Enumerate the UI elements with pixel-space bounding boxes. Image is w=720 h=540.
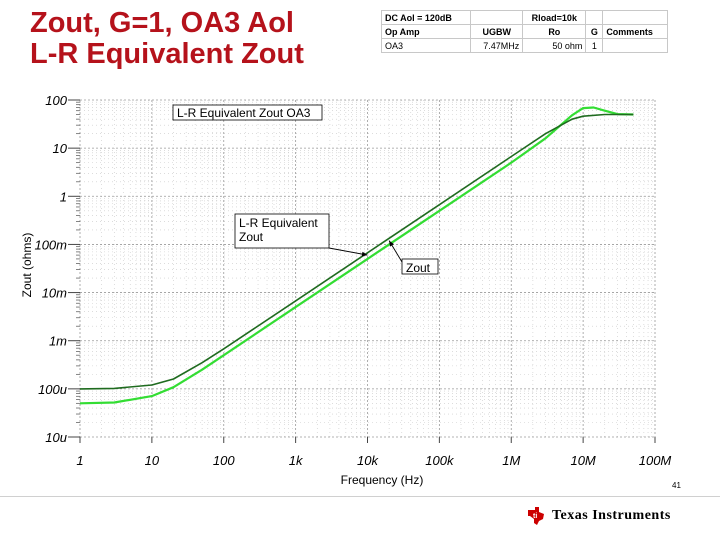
chart-title-box: L-R Equivalent Zout OA3 <box>172 104 323 121</box>
x-tick-label: 10k <box>357 453 379 468</box>
x-tick-label: 1 <box>76 453 83 468</box>
chart-title: L-R Equivalent Zout OA3 <box>177 106 311 120</box>
slide-title: Zout, G=1, OA3 Aol L-R Equivalent Zout <box>30 8 360 70</box>
annotation-text: Zout <box>239 230 264 244</box>
y-tick-label: 10m <box>42 286 67 301</box>
y-tick-label: 100u <box>38 382 67 397</box>
x-tick-label: 100 <box>213 453 235 468</box>
axis-layer: 1 10 100 1k 10k 100k 1M 10M 100M 100 10 1 100m 10m 1m 1… <box>34 93 671 468</box>
y-tick-label: 100 <box>45 93 67 108</box>
x-tick-label: 1M <box>502 453 520 468</box>
zout-chart: 1 10 100 1k 10k 100k 1M 10M 100M 100 10 1 100m 10m 1m 1… <box>20 93 671 487</box>
y-tick-label: 1m <box>49 334 67 349</box>
logo-text: Texas Instruments <box>552 508 671 523</box>
annotation-leader <box>328 247 368 256</box>
slide-title-line2: L-R Equivalent Zout <box>30 38 304 70</box>
y-tick-label: 10 <box>53 141 68 156</box>
page-number: 41 <box>672 481 681 490</box>
x-tick-label: 10 <box>145 453 160 468</box>
y-tick-label: 10u <box>45 430 67 445</box>
texas-state-icon: ti <box>528 507 544 525</box>
grid-layer <box>79 99 656 438</box>
x-tick-label: 10M <box>570 453 595 468</box>
y-axis-label: Zout (ohms) <box>20 233 34 298</box>
series-line-lr-equivalent <box>79 106 634 405</box>
slide-title-line1: Zout, G=1, OA3 Aol <box>30 7 294 39</box>
annotation-arrowhead <box>389 240 394 247</box>
table-cell: 1 <box>585 38 604 53</box>
x-tick-label: 1k <box>289 453 304 468</box>
table-cell: 50 ohm <box>522 38 587 53</box>
annotation-text: L-R Equivalent <box>239 216 318 230</box>
ti-logo: ti Texas Instruments <box>526 506 671 526</box>
x-axis-label: Frequency (Hz) <box>341 473 424 487</box>
table-row: OA3 7.47MHz 50 ohm 1 <box>380 38 668 53</box>
table-cell: OA3 <box>380 38 472 53</box>
y-tick-label: 100m <box>34 237 67 252</box>
table-columns-row: Op Amp UGBW Ro G Comments <box>380 24 668 39</box>
x-tick-label: 100M <box>639 453 672 468</box>
parameters-table: DC Aol = 120dB Rload=10k Op Amp UGBW Ro … <box>380 10 668 53</box>
x-tick-label: 100k <box>425 453 455 468</box>
svg-text:ti: ti <box>533 513 537 520</box>
table-cell <box>602 38 668 53</box>
annotation-text: Zout <box>406 261 431 275</box>
series-line-zout <box>79 113 634 390</box>
annotation-box <box>234 213 330 249</box>
y-tick-label: 1 <box>60 189 67 204</box>
annotation-box <box>401 258 439 275</box>
series-layer <box>79 106 634 405</box>
annotation-arrowhead <box>361 251 368 257</box>
footer-divider <box>0 496 720 497</box>
